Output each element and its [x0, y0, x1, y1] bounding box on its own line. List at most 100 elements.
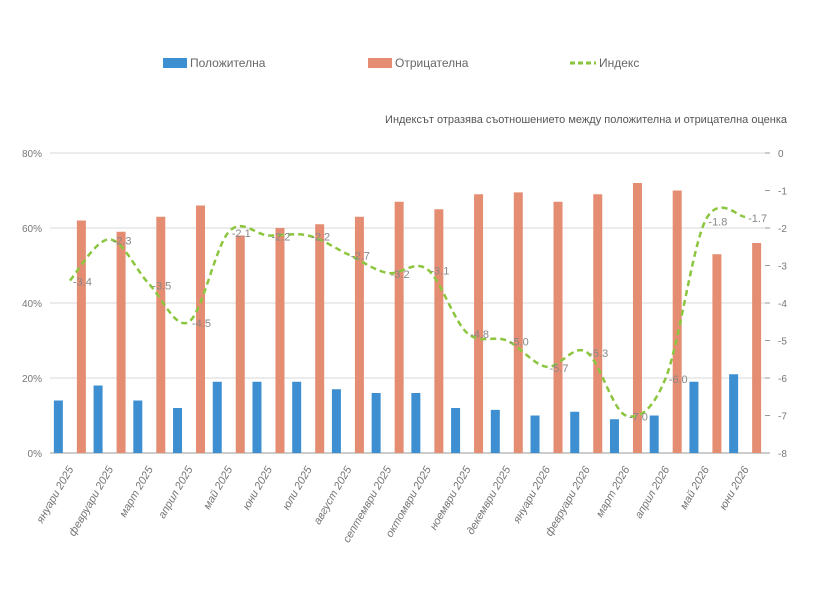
index-data-label: -3.1 [430, 265, 449, 277]
x-axis-category-label: юни 2025 [241, 464, 276, 512]
bar-positive [331, 389, 341, 453]
bar-positive [411, 393, 421, 453]
index-data-label: -4.8 [470, 329, 489, 341]
bar-negative [235, 235, 245, 453]
index-data-label: -3.4 [73, 277, 92, 289]
bar-negative [632, 183, 642, 453]
bar-negative [672, 190, 682, 453]
legend-index-label: Индекс [599, 56, 639, 70]
index-data-label: -3.5 [152, 280, 171, 292]
bar-positive [729, 374, 739, 453]
index-data-label: -6.0 [669, 374, 688, 386]
left-axis-tick-label: 0% [28, 449, 43, 460]
x-axis-category-label: ноември 2025 [428, 464, 474, 532]
right-axis-tick-label: -1 [778, 187, 787, 198]
x-axis-category-label: януари 2025 [34, 464, 77, 526]
bar-positive [609, 419, 619, 453]
index-data-label: -2.3 [113, 235, 132, 247]
bar-negative [116, 231, 126, 453]
bar-negative [513, 192, 523, 453]
legend-positive-label: Положителна [190, 56, 266, 70]
bar-positive [490, 409, 500, 453]
bar-positive [212, 381, 222, 453]
x-axis-category-label: август 2025 [312, 464, 355, 527]
bar-positive [93, 385, 103, 453]
index-data-label: -1.8 [708, 217, 727, 229]
x-axis-category-label: февруари 2026 [543, 464, 593, 539]
bar-negative [593, 194, 603, 453]
bar-positive [649, 415, 659, 453]
bar-positive [292, 381, 302, 453]
right-axis-tick-label: -7 [778, 412, 787, 423]
x-axis-category-label: април 2026 [633, 464, 673, 521]
index-data-label: -4.5 [192, 318, 211, 330]
bar-positive [451, 408, 461, 453]
x-axis-category-label: февруари 2025 [67, 464, 117, 539]
left-axis-tick-label: 40% [22, 299, 42, 310]
x-axis-category-label: март 2026 [594, 464, 633, 520]
index-line [68, 206, 746, 418]
bar-negative [156, 216, 166, 453]
x-axis-category-label: март 2025 [117, 464, 156, 520]
index-data-label: -7.0 [629, 412, 648, 424]
index-data-label: -5.3 [589, 348, 608, 360]
right-axis-tick-label: -2 [778, 224, 787, 235]
bar-negative [354, 216, 364, 453]
bar-negative [275, 228, 285, 453]
x-axis-category-label: април 2025 [156, 464, 196, 521]
right-axis-tick-label: 0 [778, 149, 784, 160]
legend-negative-swatch [368, 58, 392, 68]
index-data-label: -2.2 [271, 232, 290, 244]
right-axis-tick-label: -3 [778, 262, 787, 273]
bar-positive [371, 393, 381, 453]
bar-negative [196, 205, 206, 453]
right-axis-tick-label: -5 [778, 337, 787, 348]
index-data-label: -1.7 [748, 213, 767, 225]
index-series-line [68, 206, 746, 418]
bar-negative [76, 220, 86, 453]
left-axis-tick-label: 60% [22, 224, 42, 235]
bar-positive [53, 400, 63, 453]
index-data-label: -2.2 [311, 232, 330, 244]
bar-negative [474, 194, 484, 453]
index-data-label: -2.1 [232, 228, 251, 240]
gridlines [50, 152, 765, 454]
chart-note: Индексът отразява съотношението между по… [385, 114, 788, 126]
right-axis-tick-label: -6 [778, 374, 787, 385]
index-data-label: -5.0 [510, 337, 529, 349]
index-data-label: -2.7 [351, 250, 370, 262]
x-axis-category-label: юни 2026 [717, 464, 752, 512]
legend-positive-swatch [163, 58, 187, 68]
bar-positive [252, 381, 262, 453]
bar-positive [570, 411, 580, 453]
legend-negative-label: Отрицателна [395, 56, 469, 70]
left-axis-tick-label: 20% [22, 374, 42, 385]
index-data-label: -5.7 [550, 363, 569, 375]
x-axis-category-label: декември 2025 [465, 464, 514, 537]
bars [53, 183, 762, 453]
left-axis-ticks: 0% 20% 40% 60% 80% [22, 149, 42, 460]
x-axis-category-label: юли 2025 [280, 464, 315, 512]
bar-negative [394, 201, 404, 453]
bar-positive [173, 408, 183, 453]
right-axis-tick-label: -4 [778, 299, 787, 310]
bar-negative [315, 224, 325, 453]
x-axis-category-label: май 2025 [201, 464, 235, 512]
index-data-label: -3.2 [391, 269, 410, 281]
right-axis-tick-label: -8 [778, 449, 787, 460]
legend: Положителна Отрицателна Индекс [163, 56, 639, 70]
bar-negative [712, 254, 722, 453]
index-data-labels: -3.4 -2.3 -3.5 -4.5 -2.1 -2.2 -2.2 -2.7 -3.2 -3.1… [73, 213, 767, 424]
left-axis-tick-label: 80% [22, 149, 42, 160]
bar-positive [530, 415, 540, 453]
bar-negative [434, 209, 444, 453]
x-axis-category-label: май 2026 [678, 464, 712, 512]
bar-positive [133, 400, 143, 453]
bar-positive [689, 381, 699, 453]
bar-negative [752, 243, 762, 453]
bar-negative [553, 201, 563, 453]
x-axis-category-label: януари 2026 [511, 464, 554, 526]
right-axis-ticks: 0 -1 -2 -3 -4 -5 -6 -7 -8 [765, 149, 787, 460]
